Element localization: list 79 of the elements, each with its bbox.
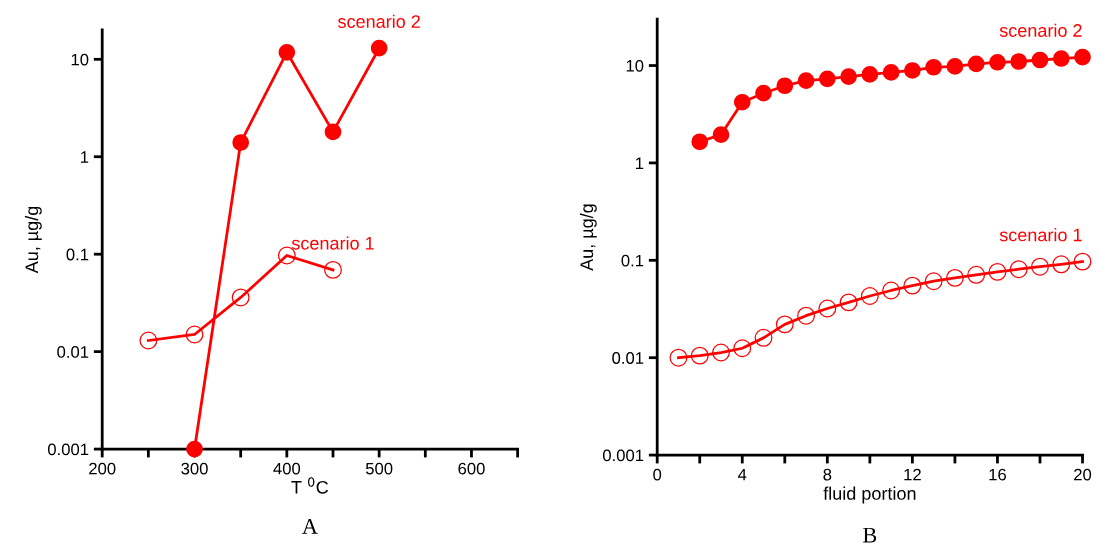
point xyxy=(989,53,1006,71)
y-tick-label: 0.01 xyxy=(612,352,644,364)
series-label: scenario 1 xyxy=(999,228,1082,242)
point xyxy=(1073,252,1092,271)
point xyxy=(925,58,942,76)
point xyxy=(370,39,388,57)
point xyxy=(904,62,921,79)
y-tick-label: 1 xyxy=(636,157,644,169)
point xyxy=(988,262,1007,281)
x-tick-label: 12 xyxy=(904,468,921,481)
point xyxy=(232,134,250,151)
point xyxy=(278,43,296,61)
y-tick-label: 1 xyxy=(81,151,89,163)
point xyxy=(1074,48,1091,66)
point xyxy=(924,272,943,291)
text: A xyxy=(302,518,318,534)
x-axis-title: T $^{0}$C xyxy=(291,477,329,494)
point xyxy=(775,315,794,334)
text: B xyxy=(863,527,877,543)
point xyxy=(690,346,709,365)
point xyxy=(840,68,857,85)
point xyxy=(712,343,730,362)
point xyxy=(733,93,751,111)
point xyxy=(186,440,203,458)
point xyxy=(946,58,964,75)
point xyxy=(231,288,250,307)
x-tick-label: 8 xyxy=(823,468,832,481)
point xyxy=(754,328,773,347)
y-axis-title: Au, µg/g xyxy=(579,204,597,271)
point xyxy=(839,293,858,312)
series-label: scenario 1 xyxy=(291,236,374,250)
y-tick-label: 0.01 xyxy=(57,346,89,358)
point xyxy=(1052,255,1071,274)
point xyxy=(818,70,836,88)
y-tick-label: 10 xyxy=(626,59,644,72)
x-tick-label: 20 xyxy=(1074,468,1092,481)
point xyxy=(945,268,964,287)
point xyxy=(1010,53,1028,70)
point xyxy=(818,299,837,318)
y-tick-label: 10 xyxy=(71,53,89,66)
point xyxy=(903,276,922,295)
point xyxy=(797,306,816,325)
point xyxy=(1052,50,1070,67)
point xyxy=(882,281,901,300)
point xyxy=(967,265,986,284)
point xyxy=(139,331,158,350)
point xyxy=(669,348,688,367)
y-axis-title: Au, µg/g xyxy=(24,206,42,274)
x-tick-label: 200 xyxy=(89,462,116,475)
point xyxy=(882,64,900,81)
point xyxy=(967,55,985,73)
x-axis-title: fluid portion xyxy=(823,486,916,504)
point xyxy=(776,77,794,95)
point xyxy=(733,339,752,358)
y-tick-label: 0.001 xyxy=(602,449,644,462)
y-tick-label: 0.1 xyxy=(66,248,89,261)
point xyxy=(1031,257,1049,276)
x-tick-label: 16 xyxy=(989,468,1006,481)
x-tick-label: 4 xyxy=(738,468,747,481)
point xyxy=(755,84,772,102)
y-tick-label: 0.1 xyxy=(621,254,644,267)
x-tick-label: 500 xyxy=(365,462,393,475)
x-tick-label: 300 xyxy=(181,462,208,475)
point xyxy=(860,287,879,305)
point xyxy=(797,72,815,89)
point xyxy=(1009,260,1028,279)
point xyxy=(185,325,204,344)
series-label: scenario 2 xyxy=(999,23,1082,37)
series-label: scenario 2 xyxy=(338,14,420,28)
point xyxy=(691,133,709,151)
y-tick-label: 0.001 xyxy=(47,443,89,456)
x-tick-label: 600 xyxy=(458,462,485,475)
x-tick-label: 400 xyxy=(273,462,301,475)
x-tick-label: 0 xyxy=(653,468,662,481)
point xyxy=(861,66,879,83)
point xyxy=(712,126,730,144)
point xyxy=(1031,51,1049,69)
point xyxy=(324,123,342,141)
point xyxy=(324,260,342,279)
